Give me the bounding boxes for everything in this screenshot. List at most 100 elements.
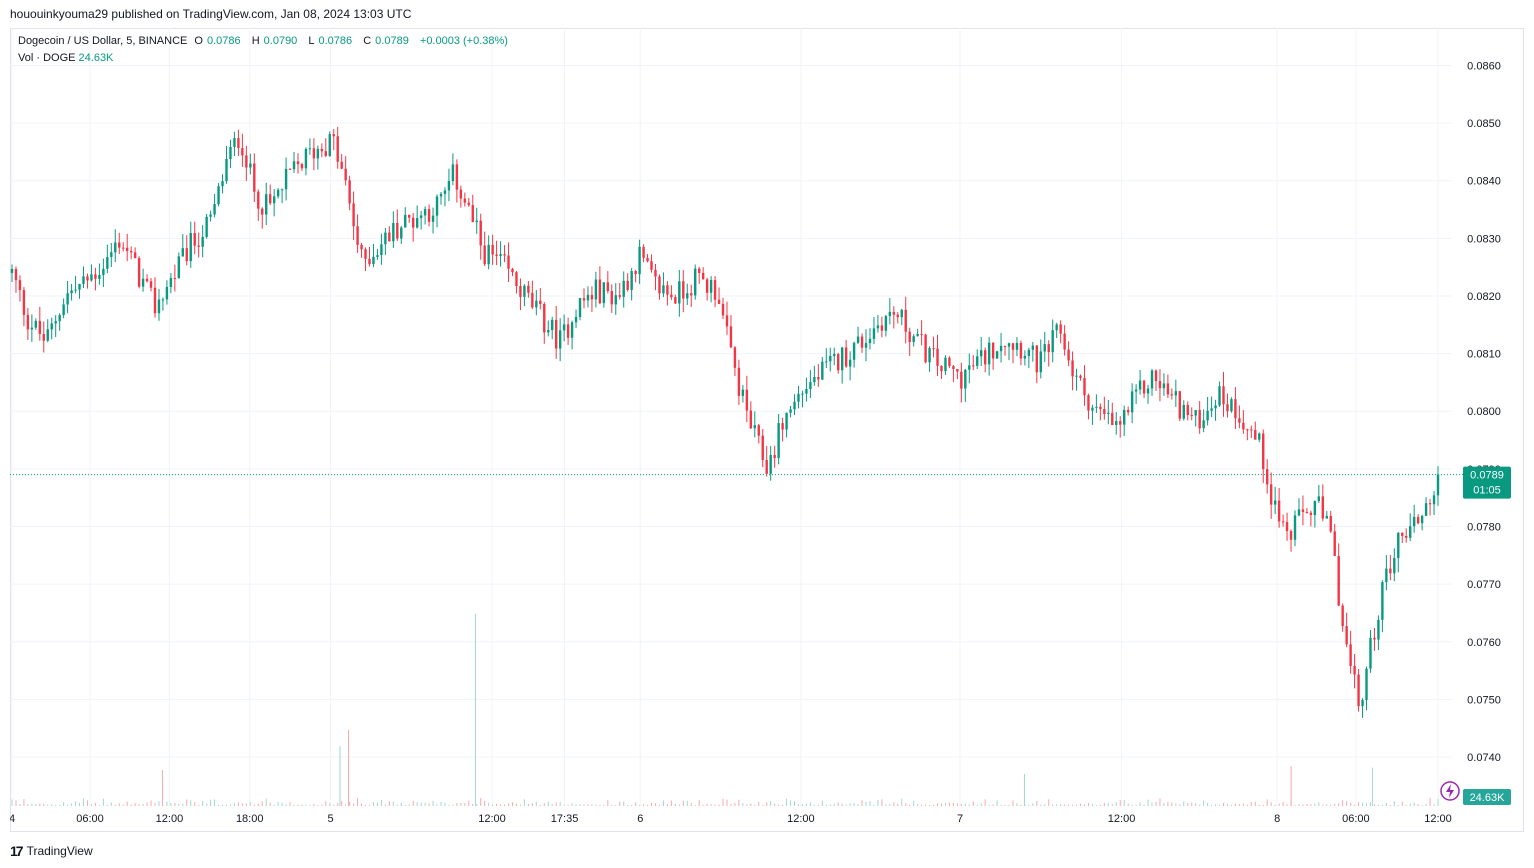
- candle-body: [86, 276, 89, 281]
- candle-body: [1218, 386, 1221, 406]
- candle-body: [125, 247, 129, 252]
- price-chart[interactable]: 0.07400.07500.07600.07700.07800.07900.08…: [10, 28, 1524, 832]
- candle-body: [1011, 343, 1015, 350]
- candle-body: [551, 319, 554, 331]
- candle-body: [956, 368, 959, 372]
- candle-body: [1142, 380, 1146, 394]
- candle-body: [825, 361, 828, 363]
- candle-body: [221, 181, 224, 187]
- candle-body: [388, 232, 391, 242]
- candle-body: [241, 148, 244, 156]
- candle-body: [467, 202, 470, 206]
- candle-body: [1246, 429, 1249, 431]
- candle-body: [717, 299, 721, 304]
- candle-body: [205, 216, 208, 237]
- candle-body: [1424, 503, 1428, 516]
- candle-body: [141, 278, 145, 287]
- candle-body: [443, 190, 447, 194]
- symbol-title[interactable]: Dogecoin / US Dollar, 5, BINANCE: [18, 35, 188, 47]
- candle-body: [304, 148, 308, 169]
- candle-body: [888, 311, 892, 317]
- ohlc-change: +0.0003 (+0.38%): [419, 35, 508, 47]
- last-price-tag: 0.0789 01:05: [1463, 466, 1511, 499]
- candle-body: [900, 309, 903, 318]
- candle-body: [964, 369, 967, 389]
- candle-body: [745, 389, 749, 411]
- candle-body: [1115, 421, 1118, 425]
- candle-body: [459, 189, 463, 199]
- candle-body: [471, 205, 474, 223]
- candle-body: [944, 357, 947, 372]
- candle-body: [936, 348, 939, 366]
- candle-body: [1309, 512, 1313, 516]
- price-tick-label: 0.0780: [1467, 521, 1501, 533]
- candle-body: [1154, 370, 1158, 382]
- candle-body: [1250, 429, 1253, 431]
- candle-body: [1190, 415, 1193, 417]
- candle-body: [1337, 555, 1340, 606]
- volume-legend-label[interactable]: Vol · DOGE: [18, 52, 76, 64]
- tradingview-brand[interactable]: 17 TradingView: [10, 843, 93, 859]
- candle-body: [54, 321, 57, 324]
- candle-body: [1007, 343, 1011, 347]
- candle-body: [427, 209, 431, 222]
- candle-body: [340, 161, 343, 169]
- candle-body: [547, 330, 550, 333]
- candle-body: [1186, 404, 1189, 416]
- candle-body: [18, 280, 22, 291]
- candle-body: [801, 393, 804, 395]
- candle-body: [404, 214, 407, 228]
- candle-body: [848, 359, 852, 367]
- candle-body: [1226, 404, 1229, 412]
- candle-body: [622, 280, 625, 297]
- candle-body: [630, 271, 633, 290]
- candle-body: [578, 298, 582, 317]
- candle-body: [352, 203, 355, 227]
- candle-body: [1230, 399, 1233, 412]
- candle-body: [868, 338, 872, 344]
- candle-body: [1428, 503, 1432, 505]
- time-tick-label: 12:00: [787, 813, 815, 825]
- candle-body: [1329, 515, 1332, 532]
- candle-body: [280, 189, 284, 191]
- candle-body: [201, 236, 204, 247]
- candle-body: [1063, 333, 1066, 350]
- candle-body: [543, 303, 546, 333]
- candle-body: [312, 148, 316, 159]
- candle-body: [261, 208, 264, 215]
- candle-body: [1019, 343, 1023, 359]
- publish-line: hououinkyouma29 published on TradingView…: [10, 7, 412, 21]
- candle-body: [177, 256, 181, 279]
- candle-body: [491, 244, 494, 255]
- candle-body: [400, 227, 403, 239]
- candle-body: [797, 393, 800, 402]
- candle-body: [435, 196, 439, 216]
- candle-body: [503, 254, 506, 256]
- candle-body: [697, 268, 701, 273]
- candle-body: [519, 286, 522, 297]
- time-tick-label: 7: [957, 813, 963, 825]
- candle-body: [1345, 626, 1348, 645]
- candle-body: [999, 345, 1003, 352]
- bar-countdown: 01:05: [1473, 485, 1501, 497]
- candle-body: [634, 271, 637, 275]
- candle-body: [46, 329, 49, 341]
- candle-body: [74, 289, 77, 291]
- candle-body: [1035, 345, 1039, 373]
- candle-body: [864, 343, 868, 348]
- candle-body: [296, 161, 300, 165]
- ohlc-low: L 0.0786: [308, 35, 353, 47]
- candle-body: [149, 281, 153, 288]
- candle-body: [58, 315, 61, 322]
- candle-body: [602, 282, 606, 304]
- price-tick-label: 0.0830: [1467, 233, 1501, 245]
- candle-body: [912, 336, 915, 342]
- candle-body: [78, 283, 81, 290]
- candle-body: [213, 204, 216, 215]
- candle-body: [515, 272, 518, 287]
- candle-body: [761, 435, 764, 460]
- lightning-icon[interactable]: [1440, 781, 1460, 801]
- price-axis[interactable]: 0.07400.07500.07600.07700.07800.07900.08…: [1467, 60, 1501, 764]
- candle-body: [793, 401, 796, 410]
- time-axis[interactable]: 4 06:00 12:00 18:00 5 12:00 17:35 6 12:00 7 12:00 8…: [10, 813, 1452, 825]
